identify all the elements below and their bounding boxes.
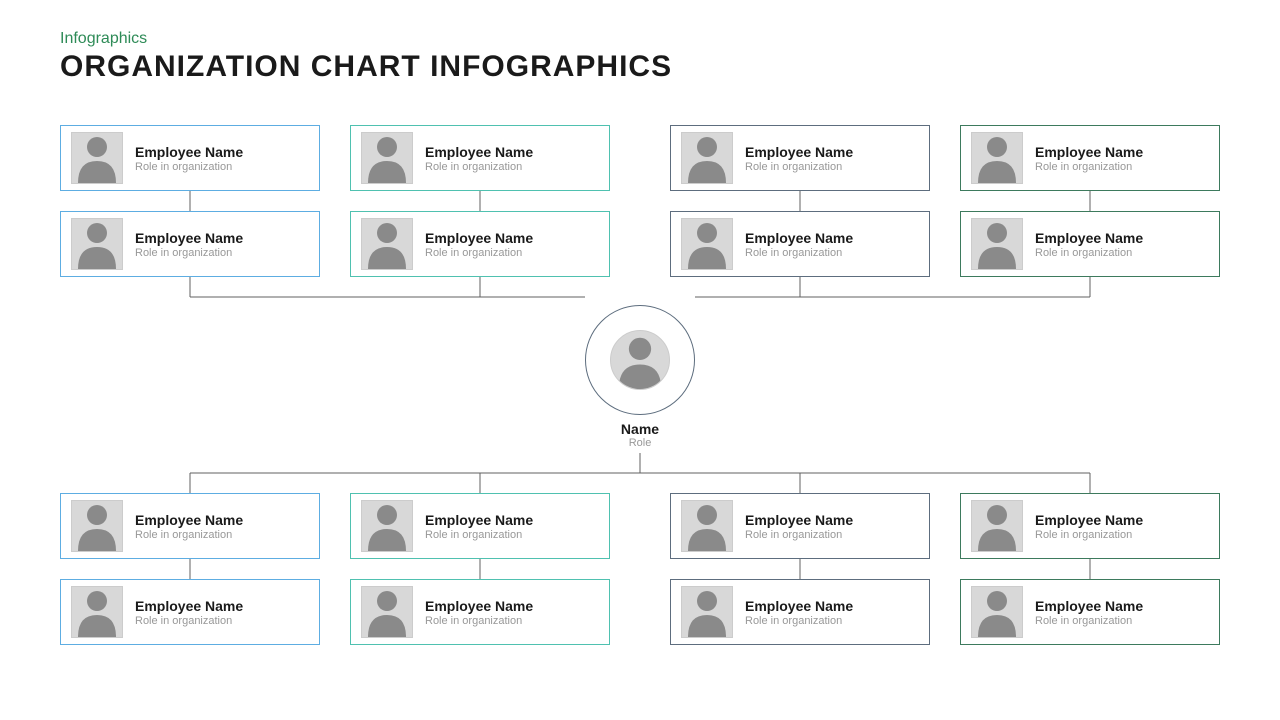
center-person: Name Role — [575, 305, 705, 449]
avatar — [361, 500, 413, 552]
top-employee-card: Employee Name Role in organization — [670, 125, 930, 191]
bottom-employee-card: Employee Name Role in organization — [670, 493, 930, 559]
employee-role: Role in organization — [135, 247, 243, 259]
header: Infographics ORGANIZATION CHART INFOGRAP… — [60, 30, 672, 84]
org-chart: Employee Name Role in organization Emplo… — [60, 125, 1220, 685]
employee-role: Role in organization — [135, 615, 243, 627]
avatar — [681, 500, 733, 552]
employee-name: Employee Name — [1035, 230, 1143, 246]
employee-name: Employee Name — [425, 512, 533, 528]
card-text: Employee Name Role in organization — [1035, 512, 1143, 541]
employee-role: Role in organization — [745, 161, 853, 173]
top-employee-card: Employee Name Role in organization — [60, 125, 320, 191]
card-text: Employee Name Role in organization — [1035, 230, 1143, 259]
top-employee-card: Employee Name Role in organization — [60, 211, 320, 277]
employee-name: Employee Name — [135, 512, 243, 528]
employee-role: Role in organization — [425, 615, 533, 627]
employee-role: Role in organization — [745, 529, 853, 541]
top-employee-card: Employee Name Role in organization — [350, 211, 610, 277]
center-role: Role — [575, 437, 705, 449]
avatar — [681, 132, 733, 184]
card-text: Employee Name Role in organization — [745, 512, 853, 541]
card-text: Employee Name Role in organization — [425, 598, 533, 627]
top-employee-card: Employee Name Role in organization — [960, 211, 1220, 277]
employee-role: Role in organization — [135, 161, 243, 173]
avatar — [610, 330, 670, 390]
employee-name: Employee Name — [425, 144, 533, 160]
employee-role: Role in organization — [745, 247, 853, 259]
card-text: Employee Name Role in organization — [745, 230, 853, 259]
bottom-employee-card: Employee Name Role in organization — [60, 579, 320, 645]
employee-role: Role in organization — [425, 529, 533, 541]
bottom-employee-card: Employee Name Role in organization — [350, 493, 610, 559]
employee-name: Employee Name — [135, 144, 243, 160]
employee-name: Employee Name — [425, 598, 533, 614]
employee-role: Role in organization — [425, 247, 533, 259]
employee-name: Employee Name — [745, 230, 853, 246]
employee-role: Role in organization — [425, 161, 533, 173]
top-employee-card: Employee Name Role in organization — [350, 125, 610, 191]
card-text: Employee Name Role in organization — [1035, 598, 1143, 627]
avatar — [71, 132, 123, 184]
avatar — [681, 586, 733, 638]
top-employee-card: Employee Name Role in organization — [670, 211, 930, 277]
employee-role: Role in organization — [1035, 529, 1143, 541]
avatar — [971, 218, 1023, 270]
employee-role: Role in organization — [1035, 161, 1143, 173]
card-text: Employee Name Role in organization — [135, 598, 243, 627]
employee-name: Employee Name — [135, 230, 243, 246]
avatar — [971, 132, 1023, 184]
card-text: Employee Name Role in organization — [425, 144, 533, 173]
card-text: Employee Name Role in organization — [135, 512, 243, 541]
page-title: ORGANIZATION CHART INFOGRAPHICS — [60, 50, 672, 84]
avatar — [361, 586, 413, 638]
card-text: Employee Name Role in organization — [135, 230, 243, 259]
avatar — [971, 586, 1023, 638]
avatar — [361, 132, 413, 184]
avatar — [71, 500, 123, 552]
employee-role: Role in organization — [135, 529, 243, 541]
avatar — [361, 218, 413, 270]
bottom-employee-card: Employee Name Role in organization — [670, 579, 930, 645]
card-text: Employee Name Role in organization — [1035, 144, 1143, 173]
bottom-employee-card: Employee Name Role in organization — [960, 493, 1220, 559]
top-employee-card: Employee Name Role in organization — [960, 125, 1220, 191]
employee-name: Employee Name — [745, 144, 853, 160]
page-subtitle: Infographics — [60, 30, 672, 48]
card-text: Employee Name Role in organization — [745, 144, 853, 173]
employee-name: Employee Name — [1035, 512, 1143, 528]
employee-name: Employee Name — [745, 512, 853, 528]
employee-role: Role in organization — [745, 615, 853, 627]
employee-role: Role in organization — [1035, 247, 1143, 259]
employee-name: Employee Name — [135, 598, 243, 614]
employee-name: Employee Name — [1035, 144, 1143, 160]
avatar — [971, 500, 1023, 552]
employee-name: Employee Name — [425, 230, 533, 246]
avatar — [71, 586, 123, 638]
bottom-employee-card: Employee Name Role in organization — [60, 493, 320, 559]
bottom-employee-card: Employee Name Role in organization — [960, 579, 1220, 645]
center-circle — [585, 305, 695, 415]
bottom-employee-card: Employee Name Role in organization — [350, 579, 610, 645]
card-text: Employee Name Role in organization — [425, 512, 533, 541]
card-text: Employee Name Role in organization — [745, 598, 853, 627]
card-text: Employee Name Role in organization — [135, 144, 243, 173]
avatar — [71, 218, 123, 270]
avatar — [681, 218, 733, 270]
employee-name: Employee Name — [1035, 598, 1143, 614]
employee-name: Employee Name — [745, 598, 853, 614]
employee-role: Role in organization — [1035, 615, 1143, 627]
center-name: Name — [575, 421, 705, 437]
card-text: Employee Name Role in organization — [425, 230, 533, 259]
